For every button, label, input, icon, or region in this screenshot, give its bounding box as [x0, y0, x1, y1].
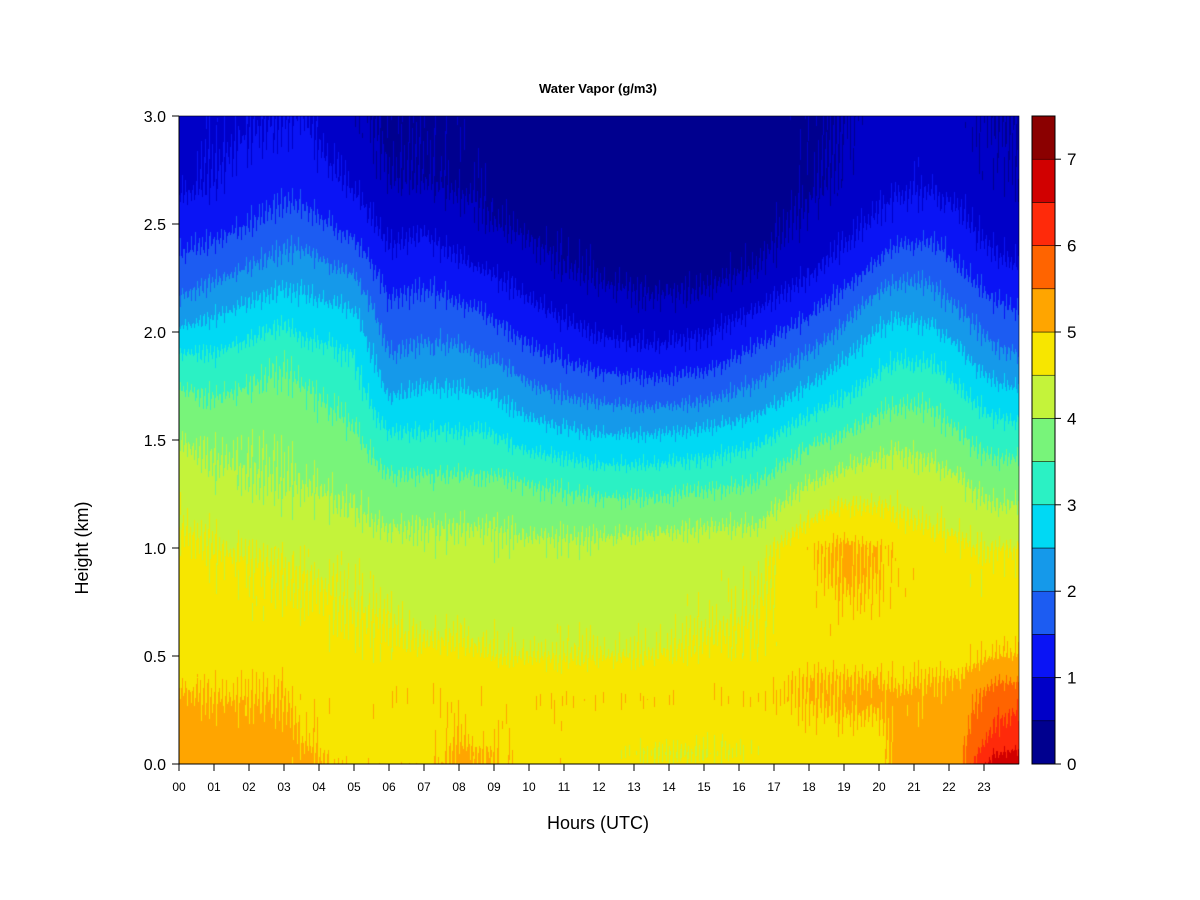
colorbar-swatch [1031, 158, 1056, 203]
colorbar-swatch [1031, 590, 1056, 635]
x-tick-label: 18 [802, 780, 816, 794]
x-tick-label: 17 [767, 780, 781, 794]
x-tick-label: 05 [347, 780, 361, 794]
y-tick-label: 3.0 [144, 109, 166, 126]
y-tick-label: 0.0 [144, 757, 166, 774]
colorbar-swatch [1031, 677, 1056, 722]
colorbar-tick-label: 2 [1067, 582, 1076, 601]
x-tick-label: 06 [382, 780, 396, 794]
colorbar-swatch [1031, 547, 1056, 592]
y-tick-label: 2.5 [144, 217, 166, 234]
x-tick-label: 20 [872, 780, 886, 794]
x-tick-label: 11 [558, 780, 571, 794]
colorbar-swatch [1031, 504, 1056, 549]
x-tick-label: 08 [452, 780, 466, 794]
x-tick-label: 00 [172, 780, 186, 794]
chart-title: Water Vapor (g/m3) [539, 81, 657, 96]
x-tick-label: 15 [697, 780, 711, 794]
plot-area [178, 115, 1020, 765]
x-axis: 00 01 02 03 04 05 06 07 08 09 10 11 12 13 14 15 16 17 18 19… [172, 763, 1019, 794]
x-tick-label: 01 [207, 780, 221, 794]
colorbar-tick-label: 3 [1067, 496, 1076, 515]
colorbar-tick-label: 0 [1067, 755, 1076, 774]
colorbar-tick-label: 6 [1067, 237, 1076, 256]
colorbar-frame [1031, 115, 1056, 765]
x-tick-label: 09 [487, 780, 501, 794]
y-tick-label: 2.0 [144, 325, 166, 342]
colorbar-swatch [1031, 245, 1056, 290]
colorbar-tick-label: 1 [1067, 669, 1076, 688]
colorbar-tick-label: 5 [1067, 323, 1076, 342]
colorbar-swatch [1031, 720, 1056, 765]
x-tick-label: 13 [627, 780, 641, 794]
y-axis: 0.0 0.5 1.0 1.5 2.0 2.5 3.0 [144, 109, 180, 774]
colorbar-swatch [1031, 418, 1056, 462]
colorbar-swatch [1031, 288, 1056, 333]
x-tick-label: 10 [522, 780, 536, 794]
x-tick-label: 04 [312, 780, 326, 794]
heatmap-field [179, 116, 1019, 764]
x-axis-label: Hours (UTC) [547, 813, 649, 833]
colorbar-tick-label: 7 [1067, 150, 1076, 169]
colorbar-swatch [1031, 461, 1056, 506]
x-tick-label: 23 [977, 780, 991, 794]
y-tick-label: 1.5 [144, 433, 166, 450]
colorbar: 0 1 2 3 4 5 6 7 [1031, 115, 1076, 774]
x-tick-label: 22 [942, 780, 956, 794]
colorbar-swatch [1031, 634, 1056, 678]
x-tick-label: 21 [907, 780, 921, 794]
x-tick-label: 12 [592, 780, 606, 794]
x-tick-label: 16 [732, 780, 746, 794]
x-tick-label: 07 [417, 780, 431, 794]
x-tick-label: 03 [277, 780, 291, 794]
colorbar-swatch [1031, 115, 1056, 160]
y-tick-label: 1.0 [144, 541, 166, 558]
y-axis-label: Height (km) [72, 501, 92, 594]
colorbar-swatch [1031, 202, 1056, 246]
y-tick-label: 0.5 [144, 649, 166, 666]
colorbar-swatch [1031, 374, 1056, 419]
colorbar-swatch [1031, 331, 1056, 376]
x-tick-label: 14 [662, 780, 676, 794]
colorbar-tick-label: 4 [1067, 409, 1076, 428]
x-tick-label: 02 [242, 780, 256, 794]
x-tick-label: 19 [837, 780, 851, 794]
